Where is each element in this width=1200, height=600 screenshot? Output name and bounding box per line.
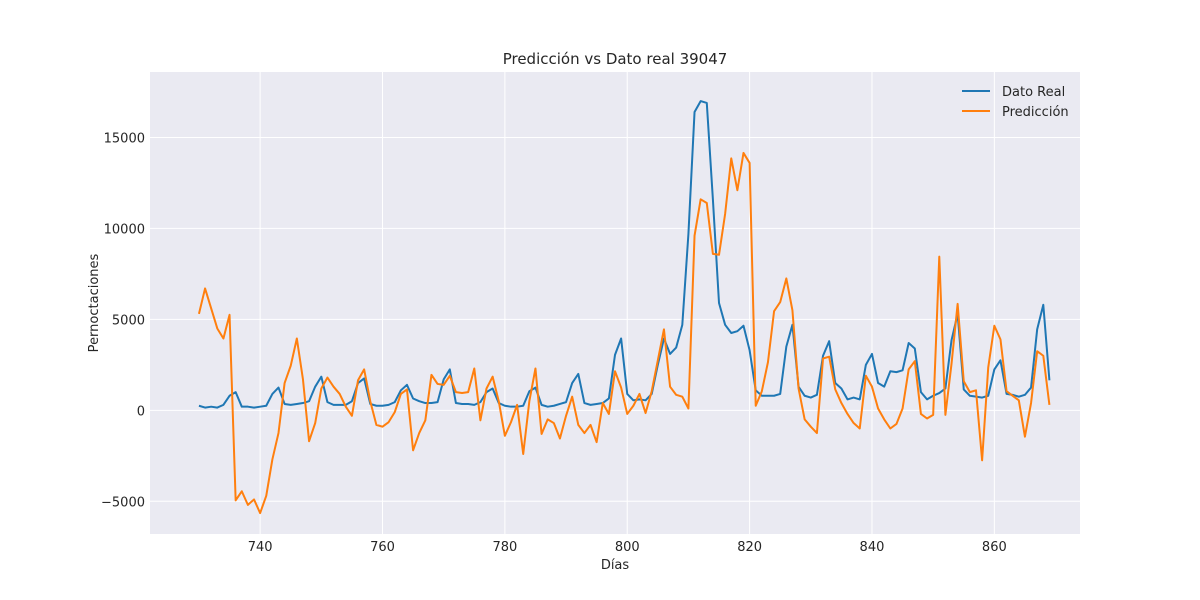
y-tick-label: 5000 [112, 313, 145, 328]
chart-title: Predicción vs Dato real 39047 [503, 50, 728, 68]
x-tick-label: 860 [982, 540, 1007, 555]
x-tick-label: 820 [737, 540, 762, 555]
legend-label-prediccion: Predicción [1002, 105, 1069, 120]
x-axis-ticks: 740 760 780 800 820 840 860 [248, 540, 1007, 555]
x-tick-label: 840 [860, 540, 885, 555]
legend-label-dato-real: Dato Real [1002, 85, 1065, 100]
y-tick-label: 0 [137, 404, 145, 419]
grid-lines [150, 72, 1080, 534]
plot-area [150, 72, 1080, 534]
x-tick-label: 800 [615, 540, 640, 555]
y-tick-label: 15000 [104, 131, 145, 146]
y-tick-label: −5000 [101, 495, 145, 510]
y-axis-label: Pernoctaciones [87, 253, 102, 352]
series-lines [197, 100, 1051, 515]
series-line-prediccion [197, 151, 1051, 515]
x-tick-label: 780 [492, 540, 517, 555]
y-tick-label: 10000 [104, 222, 145, 237]
legend: Dato Real Predicción [962, 85, 1069, 120]
x-axis-label: Días [601, 558, 630, 573]
x-tick-label: 760 [370, 540, 395, 555]
x-tick-label: 740 [248, 540, 273, 555]
series-line-dato-real [198, 100, 1051, 409]
y-axis-ticks: −5000 0 5000 10000 15000 [101, 131, 145, 510]
